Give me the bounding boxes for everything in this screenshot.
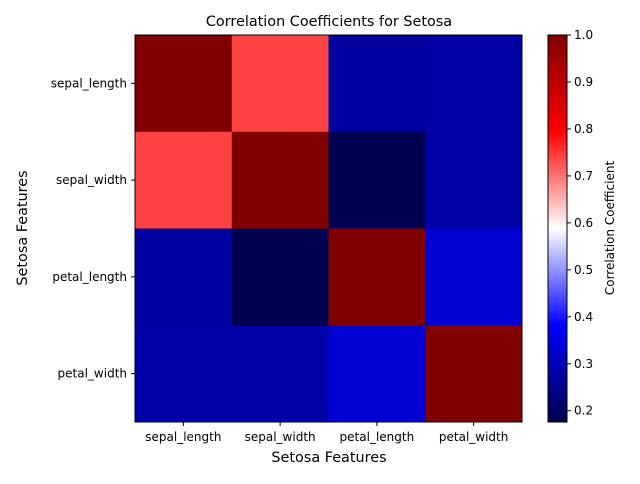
y-tick-label: petal_length — [52, 270, 127, 284]
y-tick-label: sepal_length — [51, 76, 127, 90]
heatmap-cell-petal_length-sepal_length — [135, 228, 233, 326]
x-tick-label: sepal_length — [145, 430, 221, 444]
x-tick-label: sepal_width — [245, 430, 316, 444]
y-tick-label: petal_width — [58, 367, 127, 381]
heatmap-cell-sepal_width-petal_width — [425, 131, 523, 229]
heatmap-cell-petal_length-petal_length — [328, 228, 426, 326]
colorbar-ticks: 0.2 0.3 0.4 0.5 0.6 0.7 0.8 0.9 1.0 — [567, 28, 593, 418]
colorbar-tick-label: 0.3 — [574, 357, 593, 371]
y-axis-label: Setosa Features — [15, 170, 31, 285]
x-tick-label: petal_width — [439, 430, 508, 444]
colorbar-tick-label: 0.9 — [574, 75, 593, 89]
colorbar-label: Correlation Coefficient — [603, 161, 617, 296]
x-tick-label: petal_length — [340, 430, 415, 444]
colorbar-tick-label: 0.7 — [574, 169, 593, 183]
heatmap-cell-petal_width-petal_length — [328, 325, 426, 423]
heatmap-cell-petal_length-petal_width — [425, 228, 523, 326]
colorbar — [547, 34, 568, 423]
heatmap-cell-sepal_width-petal_length — [328, 131, 426, 229]
colorbar-tick-label: 1.0 — [574, 28, 593, 42]
heatmap-cell-petal_width-sepal_width — [231, 325, 329, 423]
y-axis-ticks: sepal_length sepal_width petal_lengthpetal… — [51, 76, 135, 381]
heatmap-cell-sepal_length-sepal_width — [231, 35, 329, 133]
colorbar-tick-label: 0.5 — [574, 263, 593, 277]
colorbar-tick-label: 0.4 — [574, 310, 593, 324]
heatmap-cell-petal_length-sepal_width — [231, 228, 329, 326]
heatmap-cell-sepal_width-sepal_width — [231, 131, 329, 229]
plot-frame — [134, 34, 523, 423]
heatmap-cell-petal_width-sepal_length — [135, 325, 233, 423]
x-axis-label: Setosa Features — [271, 450, 386, 466]
heatmap-cell-sepal_length-sepal_length — [135, 35, 233, 133]
heatmap-cell-sepal_length-petal_width — [425, 35, 523, 133]
colorbar-tick-label: 0.8 — [574, 122, 593, 136]
colorbar-tick-label: 0.6 — [574, 216, 593, 230]
heatmap-cell-sepal_width-sepal_length — [135, 131, 233, 229]
heatmap-cell-petal_width-petal_width — [425, 325, 523, 423]
chart-title: Correlation Coefficients for Setosa — [206, 14, 452, 30]
colorbar-tick-label: 0.2 — [574, 404, 593, 418]
heatmap-cell-sepal_length-petal_length — [328, 35, 426, 133]
x-axis-ticks: sepal_length sepal_width petal_length petal… — [145, 422, 508, 444]
heatmap-cells — [135, 35, 523, 423]
y-tick-label: sepal_width — [56, 173, 127, 187]
